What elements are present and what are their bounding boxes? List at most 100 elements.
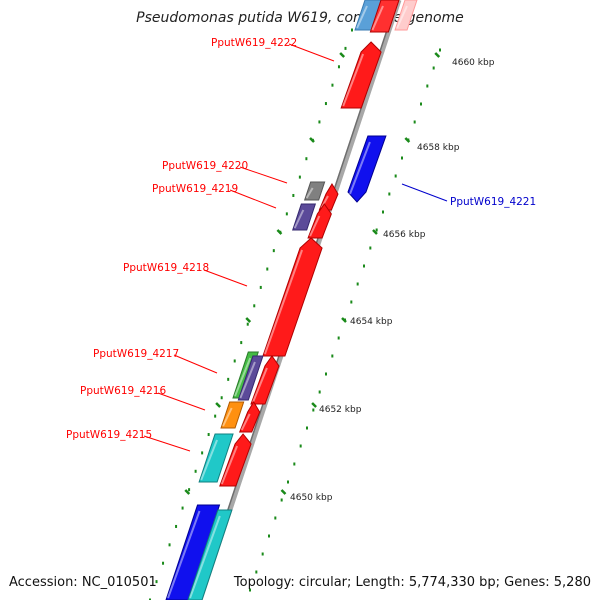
gene-4214b <box>187 509 233 600</box>
gene-4222 <box>340 41 382 109</box>
tick-dot <box>266 267 269 271</box>
tick-dot <box>426 84 429 88</box>
label-leader-line <box>401 183 448 202</box>
tick-dot <box>175 524 178 528</box>
major-tick-right <box>434 52 441 58</box>
gene-4215 <box>198 433 234 483</box>
tick-dot <box>194 469 197 473</box>
major-tick-left <box>276 229 283 235</box>
gene-label-4216: PputW619_4216 <box>80 385 166 397</box>
major-tick-right <box>404 137 411 143</box>
tick-dot <box>249 588 251 592</box>
label-leader-line <box>239 166 288 184</box>
tick-dot <box>259 285 262 289</box>
gene-red-top <box>369 0 400 33</box>
tick-dot <box>331 354 334 358</box>
gene-4217-green-shine <box>234 357 252 397</box>
tick-dot <box>233 359 236 363</box>
gene-red-top-shine <box>371 5 384 31</box>
gene-4219 <box>292 203 317 231</box>
gene-4216b-shine <box>240 413 251 431</box>
tick-dot <box>363 264 365 268</box>
gene-pink-top <box>394 0 418 31</box>
gene-label-4218: PputW619_4218 <box>123 262 209 274</box>
tick-dot <box>337 65 340 69</box>
tick-dot <box>261 552 264 556</box>
gene-4221-shine <box>349 141 371 195</box>
label-leader-line <box>229 189 277 209</box>
gene-4217 <box>250 355 280 405</box>
tick-dot <box>274 516 277 520</box>
tick-dot <box>255 570 258 574</box>
tick-dot <box>214 414 217 418</box>
gene-4217-purple-shine <box>239 361 256 399</box>
tick-dot <box>324 102 327 106</box>
tick-dot <box>432 66 435 70</box>
major-tick-left <box>215 402 221 408</box>
gene-4219b <box>307 203 332 239</box>
gene-4214 <box>165 504 221 600</box>
tick-dot <box>305 157 308 161</box>
gene-label-4219: PputW619_4219 <box>152 183 238 195</box>
scale-tick-label: 4660 kbp <box>452 58 495 68</box>
tick-dot <box>318 390 321 394</box>
tick-dot <box>220 396 223 400</box>
major-tick-right <box>341 317 347 323</box>
major-tick-right <box>311 402 317 408</box>
tick-dot <box>280 498 283 502</box>
gene-4218-shine <box>263 249 304 355</box>
gene-label-4217: PputW619_4217 <box>93 348 179 360</box>
tick-dot <box>298 175 301 179</box>
tick-dot <box>246 322 249 326</box>
gene-4221 <box>347 135 387 203</box>
gene-pink-top-shine <box>396 5 408 29</box>
major-tick-left <box>245 317 252 323</box>
tick-dot <box>375 228 378 232</box>
major-tick-left <box>309 137 315 143</box>
tick-dot <box>337 336 340 340</box>
accession-text: Accession: NC_010501 <box>9 575 157 590</box>
tick-dot <box>162 561 165 565</box>
tick-dot <box>420 102 422 106</box>
tick-dot <box>382 210 384 214</box>
tick-dot <box>413 120 416 124</box>
gene-4219-shine <box>293 209 305 229</box>
label-leader-line <box>157 392 206 411</box>
tick-dot <box>351 28 353 32</box>
scale-tick-label: 4656 kbp <box>383 230 426 240</box>
gene-features <box>165 0 418 600</box>
tick-dot <box>369 246 372 250</box>
label-leader-line <box>173 354 218 374</box>
major-tick-right <box>280 489 287 495</box>
tick-dot <box>356 282 359 286</box>
tick-dot <box>325 372 327 376</box>
tick-dot <box>394 174 397 178</box>
gene-4216-shine <box>222 407 233 427</box>
tick-dot <box>287 480 289 484</box>
tick-dot <box>188 488 191 492</box>
major-tick-left <box>339 52 346 58</box>
gene-label-4215: PputW619_4215 <box>66 429 152 441</box>
gene-label-4220: PputW619_4220 <box>162 160 248 172</box>
tick-dot <box>331 83 334 87</box>
label-leaders <box>143 43 448 452</box>
tick-dot <box>344 46 347 50</box>
gene-label-group: PputW619_4222 PputW619_4220 PputW619_4219 P… <box>66 37 536 441</box>
tick-dot <box>299 444 302 448</box>
tick-dot <box>388 192 391 196</box>
tick-dot <box>240 341 243 345</box>
tick-dot <box>253 304 256 308</box>
tick-dot <box>227 377 230 381</box>
tick-dot <box>439 48 441 52</box>
tick-dot <box>268 534 270 538</box>
major-tick-left <box>184 489 191 495</box>
gene-4217-shine <box>252 367 268 403</box>
scale-tick-label: 4654 kbp <box>350 317 393 327</box>
tick-dot <box>149 598 151 600</box>
gene-4215-shine <box>200 439 218 481</box>
tick-dot <box>312 408 315 412</box>
tick-dot <box>306 426 308 430</box>
gene-4222-shine <box>342 53 365 107</box>
scale-tick-label: 4658 kbp <box>417 143 460 153</box>
